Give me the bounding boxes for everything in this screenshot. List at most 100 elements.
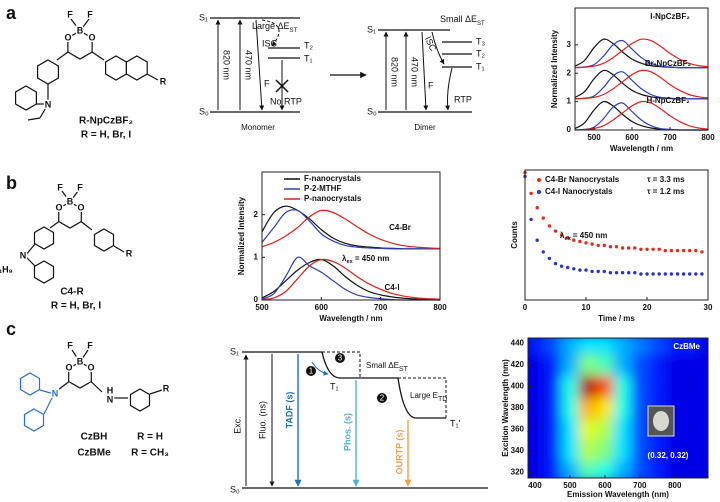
atom-label: F — [87, 340, 93, 350]
ring — [129, 388, 151, 412]
point — [547, 224, 552, 228]
bond — [146, 73, 159, 81]
ring — [68, 361, 92, 389]
heatmap-cell — [596, 440, 614, 462]
point — [675, 248, 680, 253]
heatmap-cell — [543, 375, 562, 398]
heatmap-cell — [561, 461, 579, 478]
line — [261, 209, 440, 250]
heatmap-cell — [578, 338, 597, 355]
level-label: T₁ — [304, 53, 313, 63]
atom-label: R — [126, 248, 133, 258]
atom-label: F — [67, 340, 73, 350]
point — [602, 269, 606, 274]
x-axis-label: Wavelength / nm — [610, 144, 673, 153]
legend-label: F-nanocrystals — [304, 174, 361, 183]
heatmap-cell — [613, 440, 632, 462]
x-tick-label: 800 — [668, 481, 682, 490]
atom-label: B — [77, 25, 84, 35]
bond — [27, 117, 41, 121]
heatmap-cell — [631, 338, 649, 355]
dashed-gap — [322, 351, 361, 378]
gap-label: Small ΔEST — [366, 361, 409, 373]
ring — [36, 59, 60, 85]
point — [584, 241, 588, 245]
heatmap-cell — [631, 440, 649, 462]
heatmap-cell — [528, 461, 544, 478]
heatmap-cell — [578, 375, 597, 398]
heatmap-cell — [578, 397, 597, 419]
point — [657, 272, 661, 276]
level-label: S₁ — [230, 346, 239, 356]
bond — [70, 18, 81, 32]
chart-title: CzBMe — [673, 342, 700, 351]
point — [700, 250, 704, 254]
step-label: 2 — [380, 394, 385, 403]
heatmap-cell — [631, 418, 649, 441]
ring — [104, 55, 128, 81]
bond — [79, 18, 90, 32]
text: ST — [477, 21, 485, 27]
y-tick-label: 2 — [254, 210, 259, 219]
atom-label: N — [107, 394, 114, 404]
bond — [71, 349, 81, 363]
ring — [33, 226, 55, 250]
heatmap-cell — [543, 397, 562, 419]
atom-label: O — [64, 32, 71, 42]
arrow-label: Exc. — [232, 416, 242, 434]
y-axis-label: Normalized Intensity — [237, 196, 246, 275]
heatmap-cell — [631, 354, 649, 376]
point — [578, 239, 582, 244]
point — [669, 248, 674, 253]
heatmap-cell — [631, 375, 649, 398]
heatmap-cell — [528, 375, 544, 398]
text: ST — [290, 28, 298, 34]
atom-label: O — [55, 202, 62, 212]
point — [535, 206, 539, 210]
y-tick-label: 400 — [511, 382, 525, 391]
x-tick-label: 700 — [374, 303, 388, 312]
point — [590, 269, 594, 274]
y-tick-label: 380 — [511, 403, 525, 412]
point — [566, 265, 570, 270]
heatmap-cell — [613, 397, 632, 419]
y-tick-label: 0 — [567, 125, 572, 134]
text: = 450 nm — [353, 254, 390, 263]
level — [397, 377, 446, 419]
y-axis-label: Excition Wavelength (nm) — [501, 359, 510, 457]
panel-label: b — [6, 173, 17, 193]
point — [651, 247, 655, 251]
heatmap-cell — [648, 440, 667, 462]
heatmap-cell — [666, 461, 684, 478]
level-label: S₀ — [367, 106, 377, 116]
heatmap-cell — [613, 418, 632, 441]
heatmap-cell — [528, 440, 544, 462]
point — [681, 272, 686, 276]
heatmap-cell — [561, 338, 579, 355]
bond — [113, 245, 125, 253]
point — [541, 216, 545, 220]
level-label: T₂ — [476, 48, 485, 58]
heatmap-cell — [543, 461, 562, 478]
point — [681, 248, 686, 253]
atom-label: C₄H₉ — [0, 264, 13, 274]
heatmap-cell — [528, 338, 544, 355]
point — [639, 247, 643, 251]
atom-label: R — [163, 383, 170, 393]
level-label: S₀ — [230, 484, 240, 494]
text: λ — [342, 254, 347, 263]
level-label: S₁ — [199, 12, 208, 22]
point — [541, 250, 545, 254]
text: ex — [346, 259, 353, 265]
heatmap-cell — [683, 338, 702, 355]
level-label: S₁ — [367, 24, 376, 34]
heatmap-cell — [578, 461, 597, 478]
point — [578, 268, 582, 272]
line — [574, 69, 709, 100]
heatmap-cell — [578, 418, 597, 441]
ring — [58, 201, 82, 229]
plot-frame — [524, 169, 709, 301]
point — [700, 272, 704, 276]
point — [639, 272, 643, 276]
atom-label: F — [87, 9, 93, 19]
